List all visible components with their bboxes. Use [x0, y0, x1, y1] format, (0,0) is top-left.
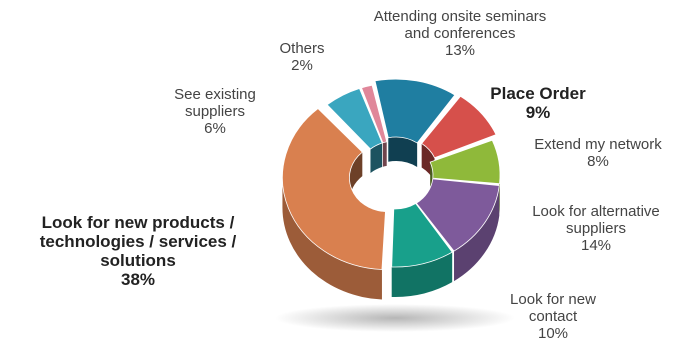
donut-slice-inner-wall	[370, 143, 383, 174]
slice-value-label: 6%	[204, 120, 226, 137]
slice-label: Look for new contact 10%	[478, 291, 628, 342]
donut-slice-inner-wall	[382, 141, 387, 167]
slice-label-line: Look for new	[510, 291, 596, 308]
slice-value-label: 13%	[444, 42, 476, 59]
slice-label-line: Place Order	[490, 84, 586, 103]
slice-label: See existing suppliers 6%	[150, 86, 280, 137]
slice-label: Look for new products / technologies / se…	[8, 213, 268, 289]
donut-slice	[415, 178, 500, 252]
slice-value-label: 9%	[525, 103, 551, 122]
chart-shadow	[275, 304, 515, 332]
slice-label-line: contact	[528, 308, 578, 325]
donut-slice-side	[391, 252, 453, 297]
donut-slice	[360, 84, 388, 144]
slice-value-label: 38%	[120, 270, 156, 289]
donut-slice-inner-wall	[388, 137, 418, 167]
donut-slice-side	[282, 177, 382, 300]
slice-label-line: Look for alternative	[532, 203, 660, 220]
slice-value-label: 14%	[580, 237, 612, 254]
slice-value-label: 10%	[537, 325, 569, 342]
donut-slice	[429, 139, 501, 185]
donut-slice	[374, 78, 456, 144]
slice-label-line: Attending onsite seminars	[373, 8, 547, 25]
slice-label: Extend my network 8%	[510, 136, 684, 170]
slice-label-line: technologies / services /	[39, 232, 237, 251]
slice-label-line: and conferences	[404, 25, 516, 42]
slice-label-line: Others	[279, 40, 325, 57]
slice-label-line: suppliers	[184, 103, 246, 120]
slice-value-label: 2%	[291, 57, 313, 74]
slice-label: Look for alternative suppliers 14%	[508, 203, 684, 254]
donut-slice	[391, 202, 453, 268]
slice-label-line: Extend my network	[534, 136, 662, 153]
slice-label: Attending onsite seminars and conferences…	[330, 8, 590, 59]
slice-label: Place Order 9%	[478, 84, 598, 122]
slice-label: Others 2%	[262, 40, 342, 74]
slice-label-line: Look for new products /	[41, 213, 235, 232]
donut-slice	[421, 95, 497, 159]
donut-slice	[326, 87, 383, 150]
slice-label-line: solutions	[100, 251, 176, 270]
slice-label-line: suppliers	[565, 220, 627, 237]
slice-value-label: 8%	[587, 153, 609, 170]
donut-slice	[282, 108, 386, 270]
slice-label-line: See existing	[174, 86, 256, 103]
